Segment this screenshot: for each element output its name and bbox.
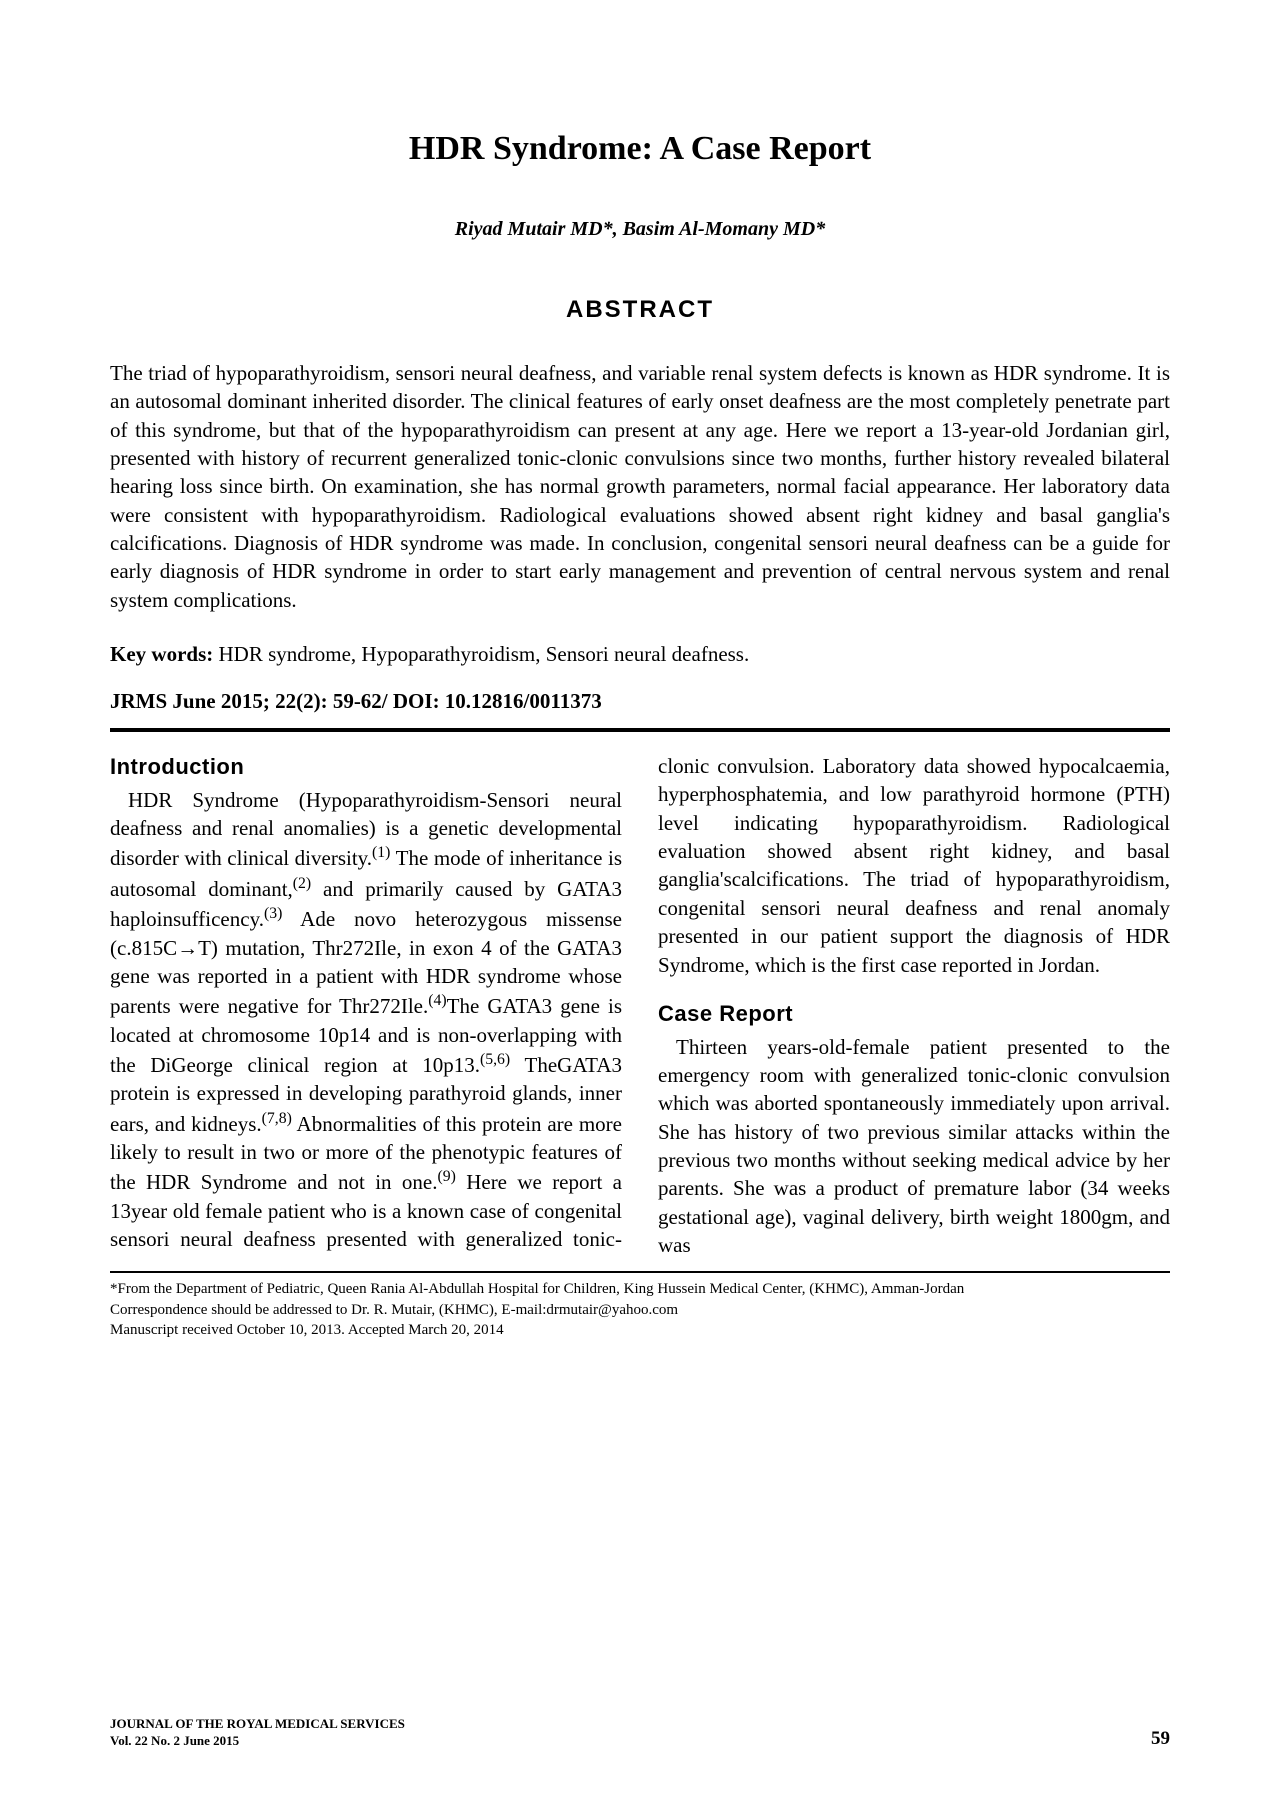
footnotes: *From the Department of Pediatric, Queen…: [110, 1279, 1170, 1340]
abstract-body: The triad of hypoparathyroidism, sensori…: [110, 359, 1170, 614]
page-number: 59: [1151, 1728, 1170, 1750]
journal-issue: Vol. 22 No. 2 June 2015: [110, 1733, 405, 1750]
citation: JRMS June 2015; 22(2): 59-62/ DOI: 10.12…: [110, 689, 1170, 714]
divider-heavy: [110, 728, 1170, 732]
body-columns: Introduction HDR Syndrome (Hypoparathyro…: [110, 752, 1170, 1259]
footnote-dates: Manuscript received October 10, 2013. Ac…: [110, 1320, 1170, 1340]
footnote-correspondence: Correspondence should be addressed to Dr…: [110, 1300, 1170, 1320]
page-footer: JOURNAL OF THE ROYAL MEDICAL SERVICES Vo…: [110, 1716, 1170, 1750]
journal-name: JOURNAL OF THE ROYAL MEDICAL SERVICES: [110, 1716, 405, 1733]
keywords-label: Key words:: [110, 642, 213, 666]
divider-footer: [110, 1271, 1170, 1273]
keywords: Key words: HDR syndrome, Hypoparathyroid…: [110, 642, 1170, 667]
case-report-heading: Case Report: [658, 999, 1170, 1029]
keywords-text: HDR syndrome, Hypoparathyroidism, Sensor…: [213, 642, 749, 666]
journal-info: JOURNAL OF THE ROYAL MEDICAL SERVICES Vo…: [110, 1716, 405, 1750]
article-title: HDR Syndrome: A Case Report: [110, 130, 1170, 168]
introduction-heading: Introduction: [110, 752, 622, 782]
abstract-heading: ABSTRACT: [110, 296, 1170, 324]
footnote-affiliation: *From the Department of Pediatric, Queen…: [110, 1279, 1170, 1299]
article-authors: Riyad Mutair MD*, Basim Al-Momany MD*: [110, 218, 1170, 241]
case-report-body: Thirteen years-old-female patient presen…: [658, 1033, 1170, 1260]
